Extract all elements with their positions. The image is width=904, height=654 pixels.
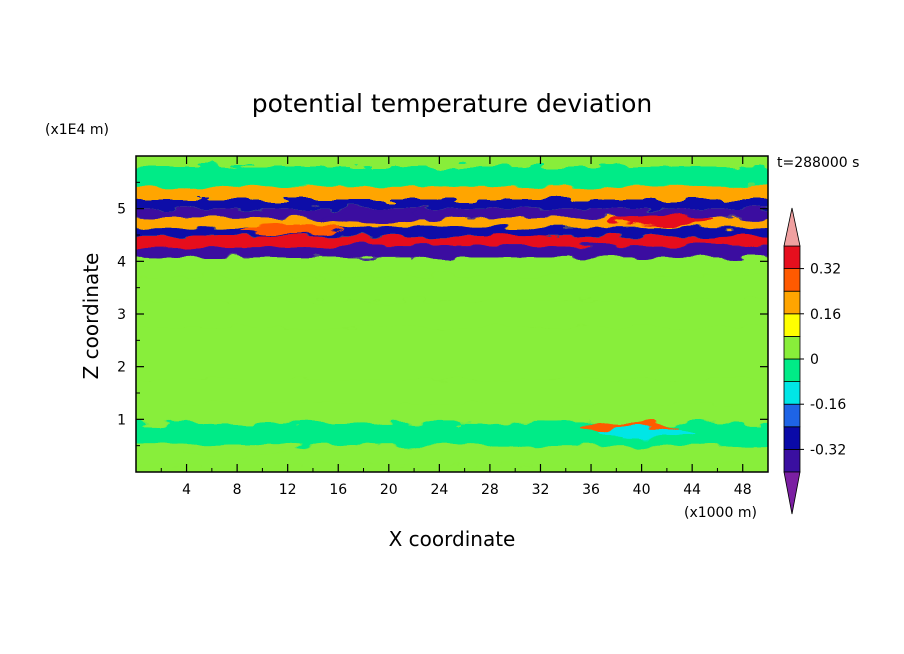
- x-axis-label: X coordinate: [389, 527, 516, 551]
- x-tick-label: 12: [279, 482, 297, 498]
- colorbar-label: 0.32: [810, 262, 841, 278]
- field-blob: [597, 427, 699, 438]
- field-band: [136, 257, 768, 276]
- field-band: [136, 300, 768, 328]
- field-band: [136, 199, 768, 209]
- x-tick-label: 28: [481, 482, 499, 498]
- y-tick-label: 5: [117, 202, 126, 218]
- y-tick-label: 3: [117, 307, 126, 323]
- x-tick-label: 40: [633, 482, 651, 498]
- field-blob: [464, 235, 566, 246]
- y-axis: 1 2 3 4 5: [117, 181, 768, 447]
- colorbar-segment: [783, 268, 801, 292]
- field-blob: [186, 445, 288, 457]
- colorbar: 0.32 0.16 0 -0.16 -0.32: [783, 207, 846, 515]
- y-tick-label: 2: [117, 360, 126, 376]
- field-band: [136, 327, 768, 354]
- x-tick-label: 4: [182, 482, 191, 498]
- field-blob: [401, 187, 503, 199]
- x-axis: 4 8 12 16 20 24 28 32 36 40 44 48: [160, 156, 752, 498]
- colorbar-label: -0.16: [810, 397, 846, 413]
- field-band: [136, 275, 768, 301]
- field-band: [136, 379, 768, 404]
- colorbar-label: 0.16: [810, 307, 841, 323]
- x-tick-label: 44: [683, 482, 701, 498]
- field-blob: [243, 224, 345, 235]
- colorbar-segment: [783, 426, 801, 450]
- colorbar-label: 0: [810, 352, 819, 368]
- colorbar-segment: [783, 358, 801, 383]
- x-unit-label: (x1000 m): [684, 505, 757, 521]
- y-unit-label: (x1E4 m): [45, 122, 109, 138]
- x-tick-label: 32: [532, 482, 550, 498]
- field-blob: [319, 211, 421, 222]
- field-band: [136, 236, 768, 246]
- colorbar-label: -0.32: [810, 442, 846, 458]
- field-blob: [692, 235, 768, 246]
- field-band: [136, 217, 768, 228]
- field-band: [136, 208, 768, 218]
- field-band: [136, 353, 768, 380]
- field-band: [136, 227, 768, 237]
- chart-title: potential temperature deviation: [252, 89, 652, 118]
- x-tick-label: 48: [734, 482, 752, 498]
- x-tick-label: 8: [233, 482, 242, 498]
- field-band: [136, 166, 768, 187]
- field-band: [136, 445, 768, 466]
- x-tick-label: 24: [430, 482, 448, 498]
- colorbar-segment: [783, 290, 801, 315]
- colorbar-segment: [783, 448, 801, 473]
- colorbar-segment: [783, 403, 801, 428]
- field-blob: [136, 237, 212, 249]
- colorbar-segment: [783, 335, 801, 360]
- time-label: t=288000 s: [777, 155, 859, 171]
- x-tick-label: 20: [380, 482, 398, 498]
- field-blob: [610, 214, 712, 226]
- y-tick-label: 1: [117, 412, 126, 428]
- y-tick-label: 4: [117, 254, 126, 270]
- colorbar-segment: [783, 313, 801, 337]
- field-band: [136, 403, 768, 424]
- y-axis-label: Z coordinate: [79, 253, 103, 380]
- colorbar-segment: [783, 381, 801, 405]
- x-tick-label: 36: [582, 482, 600, 498]
- colorbar-extend-top: [783, 207, 801, 247]
- field-band: [136, 245, 768, 258]
- colorbar-segment: [783, 245, 801, 270]
- colorbar-extend-bottom: [783, 471, 801, 515]
- x-tick-label: 16: [329, 482, 347, 498]
- plot-area: [135, 155, 769, 473]
